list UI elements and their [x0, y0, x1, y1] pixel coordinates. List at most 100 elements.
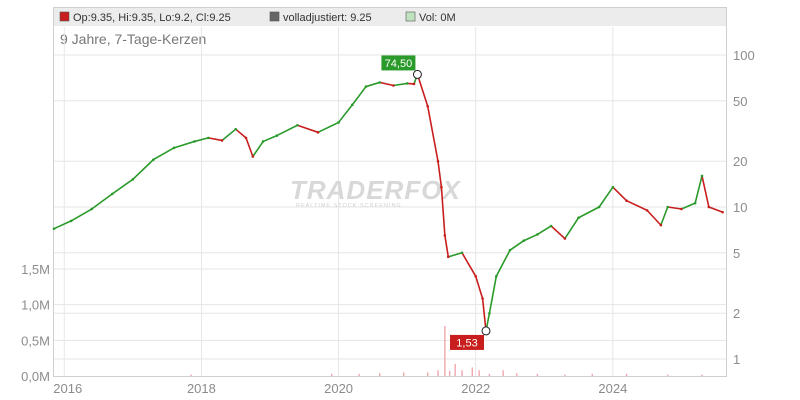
price-point [508, 248, 512, 252]
price-segment [262, 134, 278, 143]
y-tick-price: 50 [733, 94, 747, 109]
low-marker [481, 326, 491, 336]
volume-bar [667, 374, 669, 376]
price-point [577, 216, 580, 220]
price-point [563, 237, 567, 240]
price-point [234, 127, 238, 131]
y-tick-price: 20 [733, 154, 747, 169]
price-segment [252, 140, 264, 158]
price-segment [444, 234, 450, 258]
price-point [474, 275, 478, 278]
price-segment [337, 104, 354, 124]
legend-bar [54, 8, 726, 26]
price-segment [708, 206, 724, 213]
price-point [275, 134, 279, 137]
price-segment [317, 121, 340, 134]
price-segment [53, 220, 72, 230]
x-tick: 2018 [187, 381, 216, 396]
high-marker [412, 69, 422, 79]
y-tick-volume: 1,0M [21, 298, 50, 313]
legend-ohlc: Op:9.35, Hi:9.35, Lo:9.2, Cl:9.25 [73, 12, 231, 24]
price-segment [416, 73, 429, 108]
legend-volume-swatch [405, 11, 416, 22]
price-segment [488, 275, 498, 315]
price-point [426, 104, 430, 108]
price-point [193, 140, 196, 143]
price-segment [152, 147, 175, 161]
chart-title: 9 Jahre, 7-Tage-Kerzen [60, 31, 206, 47]
price-point [645, 209, 649, 212]
grid [54, 27, 726, 376]
price-point [206, 136, 210, 140]
price-segment [234, 128, 247, 139]
price-segment [426, 105, 439, 163]
volume-bar [379, 373, 381, 376]
volume-bar [190, 374, 192, 376]
price-segment [550, 225, 566, 240]
price-point [488, 311, 491, 315]
volume-bar [591, 373, 593, 376]
y-tick-volume: 0,0M [21, 369, 50, 384]
volume-bar [488, 373, 491, 376]
price-point [378, 81, 382, 84]
price-segment [680, 202, 696, 210]
price-point [494, 275, 498, 278]
price-segment [481, 297, 487, 332]
price-point [721, 210, 724, 214]
price-segment [577, 206, 600, 219]
price-segment [245, 137, 254, 158]
price-point [337, 121, 340, 124]
price-segment [365, 81, 381, 88]
price-segment [522, 233, 539, 242]
watermark-logo: TRADERFOX [290, 175, 461, 205]
price-segment [296, 124, 319, 134]
price-point [700, 174, 704, 178]
price-segment [701, 175, 710, 208]
volume-bar [471, 367, 473, 376]
price-segment [612, 186, 628, 202]
price-segment [461, 251, 477, 278]
watermark-tagline: REALTIME STOCK SCREENING [296, 203, 402, 209]
price-segment [625, 199, 648, 212]
price-segment [90, 193, 114, 210]
price-point [597, 205, 601, 209]
legend-adjusted: volladjustiert: 9.25 [283, 12, 372, 24]
price-segment [536, 225, 552, 236]
price-segment [173, 140, 196, 149]
volume-bar [331, 373, 333, 376]
y-tick-price: 10 [733, 200, 747, 215]
price-segment [111, 178, 134, 195]
price-point [90, 207, 94, 211]
price-point [244, 136, 248, 140]
price-point [110, 192, 114, 196]
price-segment [666, 206, 683, 210]
volume-bar [564, 374, 566, 376]
price-point [666, 205, 670, 209]
x-tick: 2016 [53, 381, 82, 396]
price-point [152, 158, 155, 161]
x-tick: 2024 [598, 381, 627, 396]
price-point [707, 205, 711, 209]
price-segment [564, 216, 580, 240]
legend-volume: Vol: 0M [419, 12, 456, 24]
price-point [460, 251, 464, 255]
price-segment [646, 209, 662, 226]
price-point [350, 103, 354, 107]
price-point [680, 207, 683, 211]
volume-bar [502, 370, 504, 376]
x-tick: 2020 [324, 381, 353, 396]
price-point [52, 227, 56, 230]
high-label-box [381, 55, 416, 71]
volume-bar [403, 372, 405, 376]
price-segment [440, 186, 446, 237]
price-point [549, 224, 553, 228]
price-point [131, 178, 135, 181]
price-segment [495, 249, 511, 278]
price-point [440, 185, 443, 189]
price-point [611, 185, 615, 189]
price-point [261, 140, 265, 143]
price-segment [509, 239, 525, 251]
volume-bar [701, 374, 703, 376]
